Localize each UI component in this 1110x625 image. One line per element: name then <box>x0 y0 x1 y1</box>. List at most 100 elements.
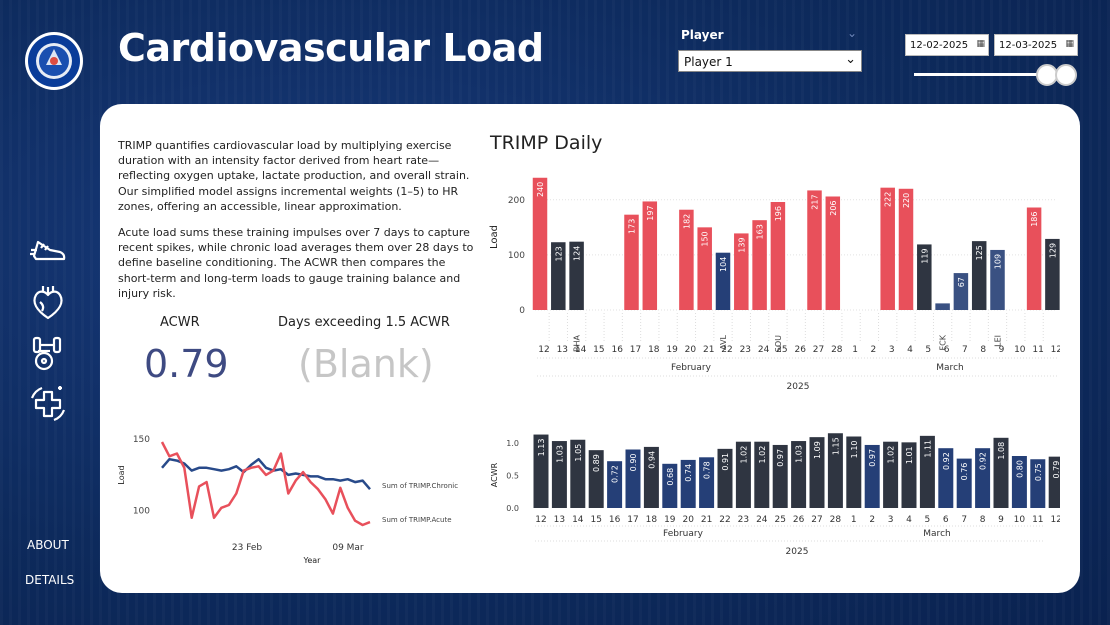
bar <box>993 437 1009 508</box>
bar <box>807 190 822 310</box>
x-tick-label: 12 <box>535 515 546 525</box>
series-label: Sum of TRIMP.Chronic <box>382 482 458 490</box>
x-tick-label: 25 <box>774 515 785 525</box>
bar-value-label: 150 <box>701 231 710 246</box>
bar-value-label: 0.72 <box>611 465 620 483</box>
y-tick-label: 1.0 <box>506 439 519 448</box>
bar-value-label: 0.91 <box>721 453 730 471</box>
month-label: March <box>936 363 963 373</box>
bar-value-label: 0.76 <box>960 463 969 481</box>
acwr-kpi-value: 0.79 <box>144 342 229 386</box>
bar <box>588 450 604 508</box>
date-start-input[interactable]: 12-02-2025 ▦ <box>905 34 989 56</box>
player-filter-label: Player <box>681 28 724 42</box>
bar <box>791 441 807 508</box>
details-link[interactable]: DETAILS <box>25 573 75 587</box>
description-paragraph-2: Acute load sums these training impulses … <box>118 226 474 300</box>
x-tick-label: 6 <box>944 345 950 355</box>
about-link[interactable]: ABOUT <box>27 538 69 552</box>
bar-value-label: 129 <box>1048 243 1057 258</box>
x-tick-label: 8 <box>980 345 986 355</box>
x-tick-label: 2 <box>871 345 877 355</box>
y-tick-label: 100 <box>133 507 150 517</box>
year-label: 2025 <box>787 382 810 392</box>
y-axis-label: ACWR <box>490 462 499 487</box>
bar <box>898 188 914 310</box>
x-tick-label: 24 <box>756 515 768 525</box>
x-tick-label: 12 <box>1050 515 1060 525</box>
bar-value-label: 0.94 <box>647 451 656 469</box>
bar <box>864 444 880 508</box>
bar <box>772 444 788 508</box>
running-shoe-icon[interactable] <box>28 228 68 268</box>
club-logo-icon <box>25 32 83 90</box>
x-tick-label: 3 <box>889 345 895 355</box>
bar <box>846 436 862 508</box>
bar-value-label: 104 <box>719 257 728 272</box>
x-tick-label: 11 <box>1032 515 1043 525</box>
heart-icon[interactable] <box>28 282 68 322</box>
bar <box>533 434 549 508</box>
calendar-icon: ▦ <box>1065 39 1074 49</box>
y-axis-label: Load <box>489 225 500 249</box>
x-tick-label: 17 <box>627 515 638 525</box>
x-tick-label: 21 <box>703 345 714 355</box>
x-tick-label: 9 <box>998 515 1004 525</box>
bar <box>1030 459 1046 508</box>
x-tick-label: 15 <box>590 515 601 525</box>
x-tick-label: 24 <box>758 345 770 355</box>
bar <box>825 196 841 310</box>
opponent-label: LEI <box>994 335 1003 347</box>
bar-value-label: 1.02 <box>739 446 748 464</box>
bar <box>551 242 566 310</box>
main-panel <box>100 104 1080 593</box>
month-label: March <box>923 529 950 539</box>
x-tick-label: 1 <box>851 515 857 525</box>
acwr-kpi-label: ACWR <box>160 315 200 330</box>
bar <box>679 209 694 310</box>
bar-value-label: 1.09 <box>813 441 822 459</box>
bar-value-label: 222 <box>884 192 893 207</box>
month-label: February <box>663 529 704 539</box>
x-tick-label: 19 <box>664 515 676 525</box>
bar-value-label: 0.92 <box>979 452 988 470</box>
y-tick-label: 100 <box>508 251 525 261</box>
date-end-input[interactable]: 12-03-2025 ▦ <box>994 34 1078 56</box>
x-tick-label: 5 <box>925 345 931 355</box>
x-tick-label: 22 <box>721 345 732 355</box>
date-slider-track[interactable] <box>914 73 1064 76</box>
x-tick-label: 18 <box>646 515 658 525</box>
bar-value-label: 1.02 <box>887 446 896 464</box>
bar-value-label: 1.11 <box>923 440 932 458</box>
bar <box>919 435 935 508</box>
x-tick-label: 14 <box>575 345 587 355</box>
bar-value-label: 173 <box>628 219 637 234</box>
bar <box>680 459 696 508</box>
bar-value-label: 0.97 <box>776 449 785 467</box>
bar-value-label: 220 <box>902 193 911 208</box>
bar <box>662 463 678 508</box>
bar <box>715 252 731 310</box>
bar-value-label: 0.89 <box>592 454 601 472</box>
date-slider-end-handle[interactable] <box>1055 64 1077 86</box>
bar-value-label: 163 <box>756 224 765 239</box>
dumbbell-icon[interactable] <box>28 334 68 374</box>
x-tick-label: 7 <box>962 345 968 355</box>
bar <box>1011 456 1027 508</box>
bar-value-label: 1.03 <box>795 445 804 463</box>
bar-value-label: 0.68 <box>666 468 675 486</box>
bar-value-label: 1.01 <box>905 446 914 464</box>
x-tick-label: 23 <box>740 345 751 355</box>
collapse-chevron-icon[interactable]: ⌄ <box>847 26 858 40</box>
bar-value-label: 67 <box>957 277 966 287</box>
player-dropdown[interactable]: Player 1 ⌄ <box>678 50 862 72</box>
bar-value-label: 123 <box>554 246 563 261</box>
bar-value-label: 196 <box>774 206 783 221</box>
x-tick-label: 7 <box>961 515 967 525</box>
medical-cross-icon[interactable] <box>28 384 68 424</box>
x-tick-label: 2 <box>869 515 875 525</box>
exceed-kpi-value: (Blank) <box>298 342 434 386</box>
bar <box>770 202 786 310</box>
bar <box>570 439 586 508</box>
